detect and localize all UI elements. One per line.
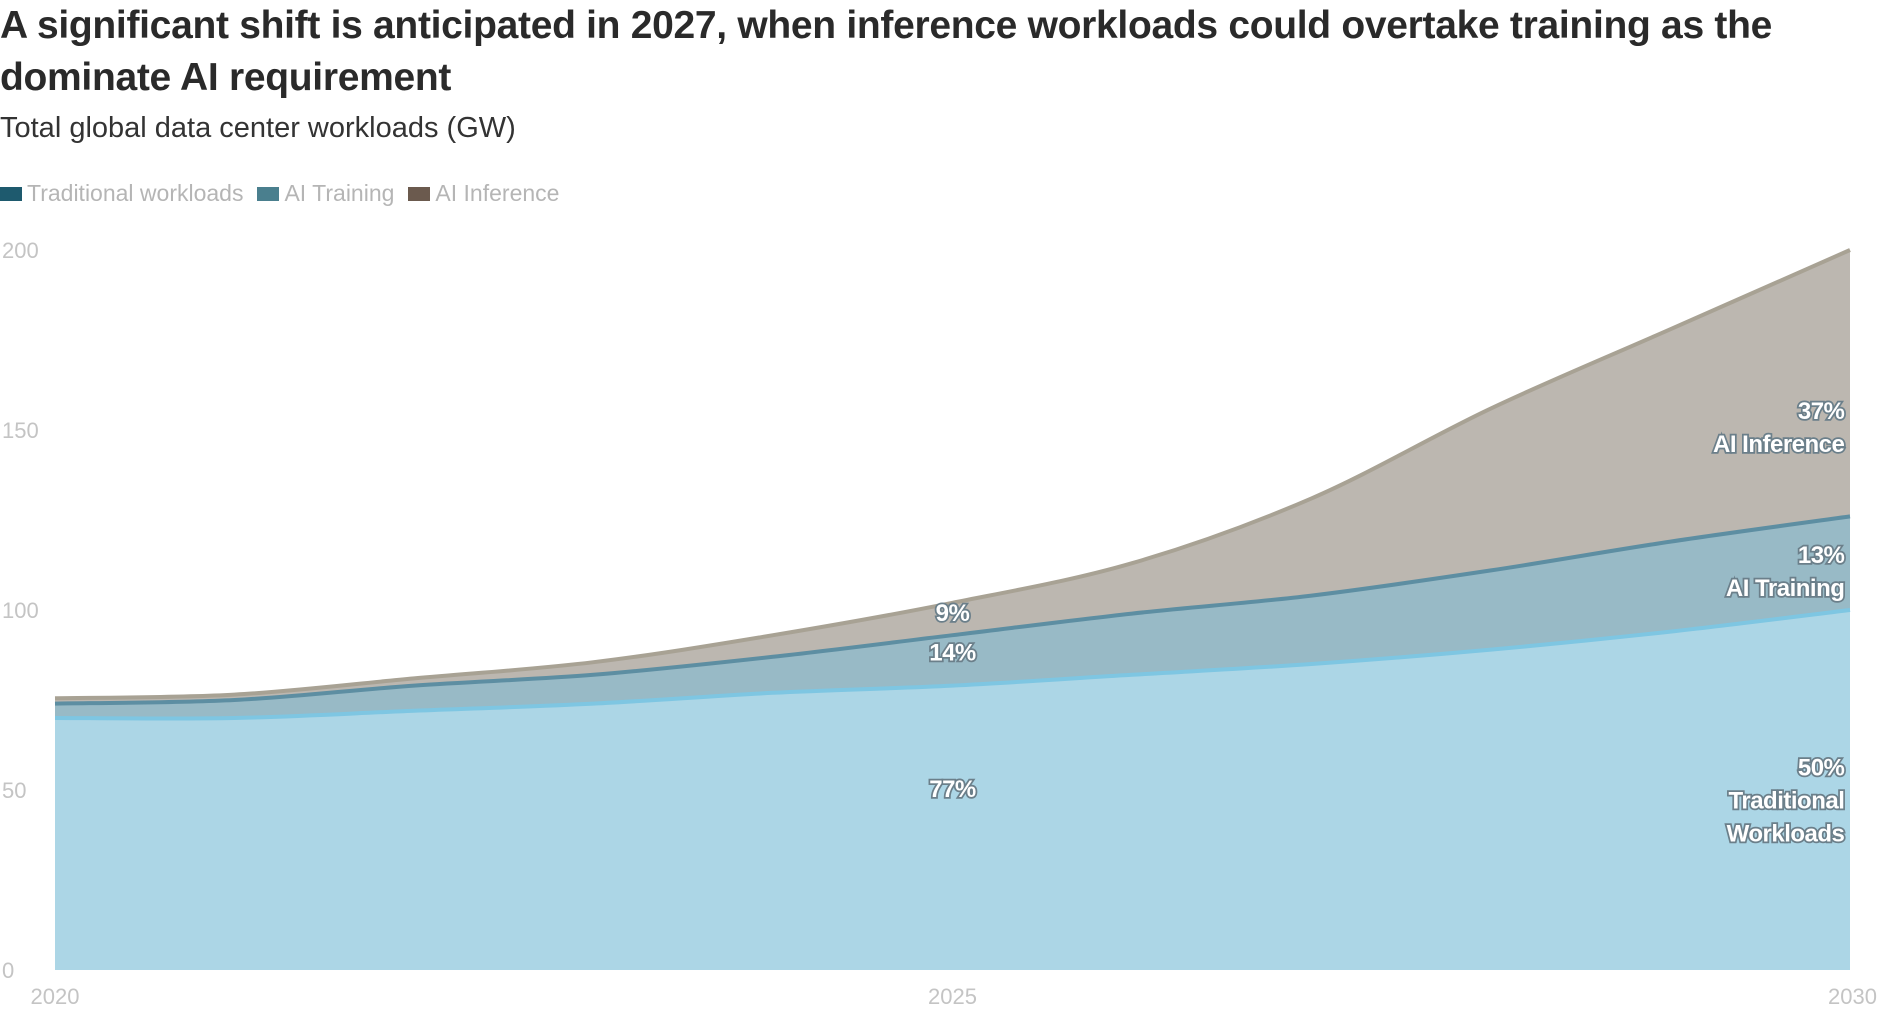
legend-label-ai-training: AI Training (284, 180, 395, 206)
y-tick-150: 150 (2, 418, 39, 443)
x-tick-2025: 2025 (928, 984, 977, 1009)
data-label-traditional-5-2: Workloads (1727, 821, 1845, 848)
x-tick-2030: 2030 (1828, 984, 1877, 1009)
legend-label-ai-inference: AI Inference (435, 180, 560, 206)
data-label-traditional-2-0: 77% (929, 776, 976, 803)
area-traditional (55, 610, 1850, 970)
data-label-ai-training-1-0: 14% (929, 639, 976, 666)
y-tick-100: 100 (2, 598, 39, 623)
legend-label-traditional: Traditional workloads (27, 180, 244, 206)
data-label-ai-inference-0-0: 9% (936, 600, 970, 627)
legend-item-ai-training: AI Training (257, 180, 394, 207)
legend-item-ai-inference: AI Inference (408, 180, 559, 207)
legend: Traditional workloads AI Training AI Inf… (0, 180, 573, 207)
data-label-ai-training-4-0: 13% (1798, 542, 1845, 569)
y-tick-200: 200 (2, 238, 39, 263)
line-ai-training (54, 514, 1851, 706)
data-label-ai-inference-3-0: 37% (1798, 398, 1845, 425)
y-tick-50: 50 (2, 778, 26, 803)
data-label-traditional-5-0: 50% (1798, 755, 1845, 782)
data-label-ai-inference-3-1: AI Inference (1713, 431, 1845, 458)
line-traditional (54, 608, 1851, 721)
legend-swatch-ai-training (257, 186, 280, 201)
line-ai-inference (54, 248, 1851, 701)
area-ai-inference (55, 250, 1850, 704)
legend-item-traditional: Traditional workloads (0, 180, 243, 207)
chart-title: A significant shift is anticipated in 20… (0, 4, 1772, 99)
y-tick-0: 0 (2, 958, 14, 983)
legend-swatch-ai-inference (408, 186, 431, 201)
legend-swatch-traditional (0, 186, 22, 201)
area-ai-training (55, 516, 1850, 719)
data-label-traditional-5-1: Traditional (1729, 788, 1845, 815)
x-tick-2020: 2020 (31, 984, 80, 1009)
chart-subtitle: Total global data center workloads (GW) (0, 112, 516, 144)
data-label-ai-training-4-1: AI Training (1726, 575, 1845, 602)
